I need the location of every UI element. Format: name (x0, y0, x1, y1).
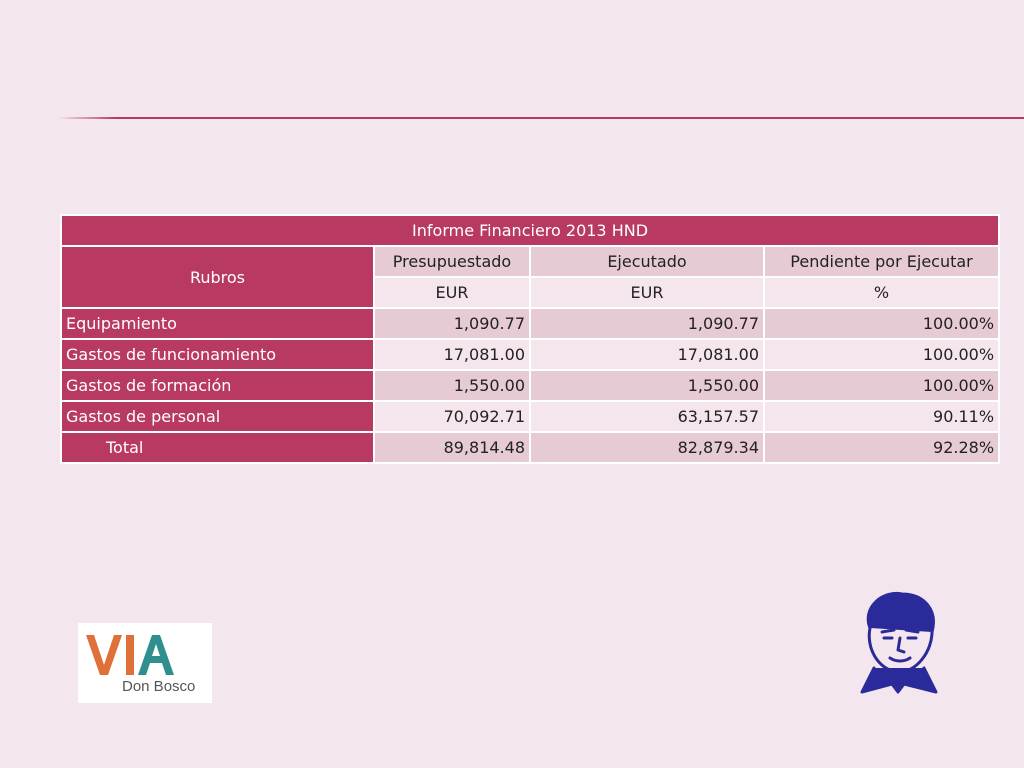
col-header-ejecutado: Ejecutado (529, 245, 765, 278)
unit-presupuestado: EUR (373, 276, 531, 309)
cell-presupuestado: 70,092.71 (373, 400, 531, 433)
logo-subtitle: Don Bosco (122, 678, 195, 695)
header-divider (58, 117, 1024, 119)
total-pendiente: 92.28% (762, 431, 1001, 464)
row-label: Gastos de funcionamiento (60, 338, 375, 371)
via-don-bosco-logo: Don Bosco (78, 623, 212, 703)
unit-pendiente: % (762, 276, 1001, 309)
row-label: Gastos de formación (60, 369, 375, 402)
cell-pendiente: 90.11% (762, 400, 1001, 433)
cell-ejecutado: 17,081.00 (529, 338, 765, 371)
cell-ejecutado: 1,090.77 (529, 307, 765, 340)
table-title: Informe Financiero 2013 HND (59, 214, 1001, 247)
cell-pendiente: 100.00% (762, 369, 1001, 402)
unit-row: EUR EUR % (61, 276, 1001, 309)
rubros-header: Rubros (60, 245, 375, 309)
cell-ejecutado: 1,550.00 (529, 369, 765, 402)
cell-ejecutado: 63,157.57 (529, 400, 765, 433)
total-ejecutado: 82,879.34 (529, 431, 765, 464)
row-label: Equipamiento (60, 307, 375, 340)
cell-presupuestado: 1,090.77 (373, 307, 531, 340)
row-label: Gastos de personal (60, 400, 375, 433)
unit-ejecutado: EUR (529, 276, 765, 309)
col-header-presupuestado: Presupuestado (373, 245, 531, 278)
total-presupuestado: 89,814.48 (373, 431, 531, 464)
table-row: Gastos de formación 1,550.00 1,550.00 10… (60, 369, 1001, 402)
table-row: Gastos de funcionamiento 17,081.00 17,08… (60, 338, 1001, 371)
financial-report-table: Informe Financiero 2013 HND Rubros Presu… (59, 214, 1001, 464)
table-row: Gastos de personal 70,092.71 63,157.57 9… (60, 400, 1001, 433)
cell-pendiente: 100.00% (762, 338, 1001, 371)
col-header-pendiente: Pendiente por Ejecutar (762, 245, 1001, 278)
cell-pendiente: 100.00% (762, 307, 1001, 340)
cell-presupuestado: 17,081.00 (373, 338, 531, 371)
column-header-row: Rubros Presupuestado Ejecutado Pendiente… (60, 245, 1001, 309)
table-title-row: Informe Financiero 2013 HND (59, 214, 1001, 247)
cell-presupuestado: 1,550.00 (373, 369, 531, 402)
svg-text:Don Bosco: Don Bosco (122, 678, 195, 695)
don-bosco-portrait-icon (852, 588, 944, 698)
total-row: Total 89,814.48 82,879.34 92.28% (60, 431, 1001, 464)
table-row: Equipamiento 1,090.77 1,090.77 100.00% (60, 307, 1001, 340)
total-label: Total (60, 431, 375, 464)
